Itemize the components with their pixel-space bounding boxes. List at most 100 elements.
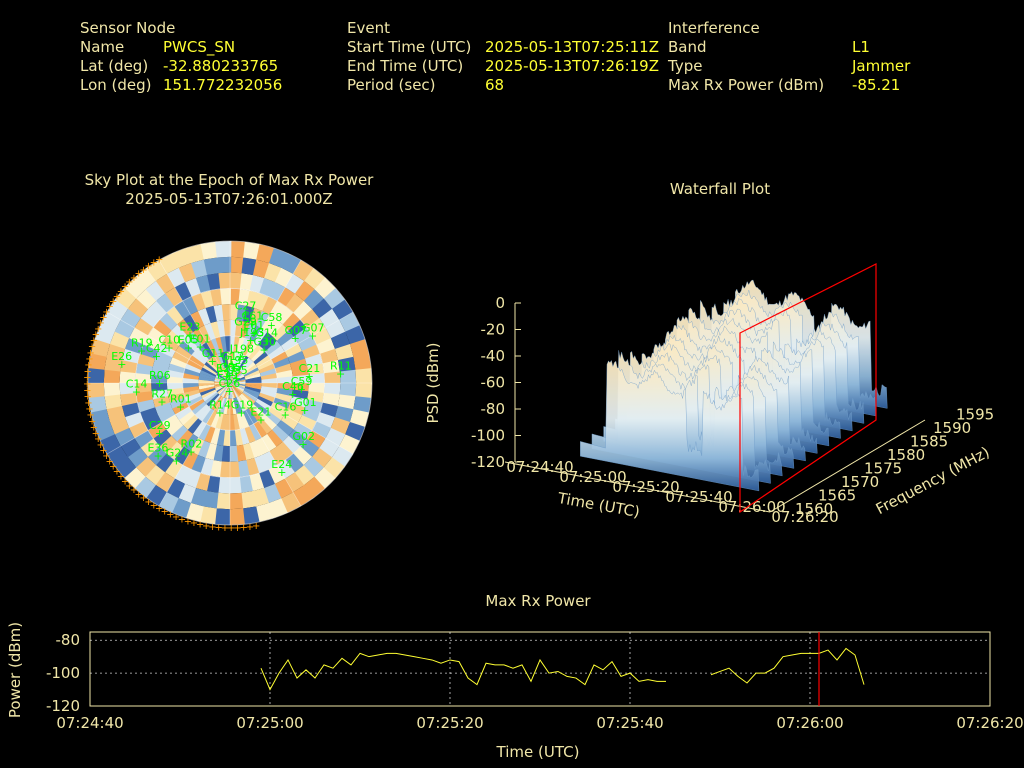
time-tick-label: 07:24:40 xyxy=(506,458,573,476)
heat-cell xyxy=(240,491,257,509)
heat-cell xyxy=(242,339,255,356)
heat-cell xyxy=(214,412,224,430)
satellite-marker: + xyxy=(256,413,265,426)
z-tick-label: -20 xyxy=(481,321,506,339)
heat-cell xyxy=(293,300,313,321)
satellite-marker: + xyxy=(246,334,255,347)
heat-cell xyxy=(172,350,190,364)
heat-cell xyxy=(161,335,180,352)
heat-cell xyxy=(190,310,205,329)
end-time-value: 2025-05-13T07:26:19Z xyxy=(485,57,659,75)
heat-cell xyxy=(197,406,212,422)
heat-cell xyxy=(202,490,219,509)
heat-cell xyxy=(159,435,178,454)
start-time-value: 2025-05-13T07:25:11Z xyxy=(485,38,659,56)
heat-cell xyxy=(182,296,199,315)
satellite-label: C27 xyxy=(235,300,257,313)
x-tick-label: 07:25:20 xyxy=(416,714,483,732)
heat-cell xyxy=(276,420,294,437)
plot-frame xyxy=(89,631,991,707)
heat-cell xyxy=(167,369,184,379)
heat-cell xyxy=(183,335,199,352)
heat-cell xyxy=(199,387,216,396)
heat-cell xyxy=(268,446,286,466)
heat-cell xyxy=(220,445,230,462)
end-time-label: End Time (UTC) xyxy=(347,57,464,75)
heat-cell xyxy=(189,437,205,456)
heat-cell xyxy=(166,305,185,325)
heat-cell xyxy=(175,406,192,421)
heat-cell xyxy=(338,356,356,373)
heat-cell xyxy=(152,428,172,447)
satellite-marker: + xyxy=(248,318,257,331)
heat-cell xyxy=(119,381,136,395)
satellite-label: C59 xyxy=(291,375,313,388)
azimuth-line xyxy=(229,382,302,507)
heat-cell xyxy=(339,383,357,398)
satellite-label: R02 xyxy=(181,437,203,450)
heat-cell xyxy=(231,351,237,368)
heat-cell xyxy=(268,345,285,360)
satellite-marker: + xyxy=(267,319,276,332)
horizon-mask-marker: + xyxy=(125,481,133,492)
heat-cell xyxy=(204,322,216,340)
heat-cell xyxy=(201,408,215,424)
heat-cell xyxy=(178,340,196,356)
azimuth-line xyxy=(229,311,354,384)
horizon-mask-marker: + xyxy=(96,318,104,329)
heat-cell xyxy=(246,290,261,309)
satellite-label: E01 xyxy=(243,319,264,332)
heat-cell xyxy=(195,274,212,293)
heat-cell xyxy=(218,383,230,395)
heat-cell xyxy=(230,376,246,383)
heat-cell xyxy=(240,359,254,373)
heat-cell xyxy=(245,384,262,390)
satellite-marker: + xyxy=(153,450,162,463)
satellite-marker: + xyxy=(155,377,164,390)
azimuth-line xyxy=(158,259,231,384)
heat-cell xyxy=(322,457,345,480)
horizon-mask-marker: + xyxy=(155,254,163,265)
heat-cell xyxy=(104,393,122,410)
satellite-label: G07 xyxy=(302,322,325,335)
horizon-mask-marker: + xyxy=(184,516,192,527)
frequency-tick-label: 1595 xyxy=(956,406,994,424)
satellite-marker: + xyxy=(297,383,306,396)
heat-cell xyxy=(248,440,263,459)
heat-cell xyxy=(176,429,193,447)
satellite-label: E24 xyxy=(271,458,292,471)
heat-cell xyxy=(189,354,205,368)
satellite-marker: + xyxy=(336,367,345,380)
z-tick-label: -100 xyxy=(471,427,505,445)
heat-cell xyxy=(335,343,354,362)
heat-cell xyxy=(104,355,123,372)
heat-cell xyxy=(137,352,156,367)
heat-cell xyxy=(324,371,341,385)
heat-cell xyxy=(353,396,372,414)
heat-cell xyxy=(145,484,167,506)
heat-cell xyxy=(219,461,230,478)
heat-cell xyxy=(140,308,161,328)
heat-cell xyxy=(229,430,237,447)
heat-cell xyxy=(292,374,309,384)
heat-cell xyxy=(217,477,230,494)
heat-cell xyxy=(182,372,200,380)
horizon-mask-marker: + xyxy=(125,277,133,288)
heat-cell xyxy=(288,429,307,448)
heat-cell xyxy=(164,459,183,479)
heat-cell xyxy=(345,325,366,346)
heat-cell xyxy=(253,328,268,345)
heat-cell xyxy=(230,383,243,394)
satellite-label: R14 xyxy=(209,399,231,412)
heat-cell xyxy=(242,390,258,402)
horizon-mask-marker: + xyxy=(150,258,158,269)
satellite-marker: + xyxy=(228,358,237,371)
heat-cell xyxy=(324,383,341,396)
satellite-label: E19 xyxy=(217,368,238,381)
satellite-label: C35 xyxy=(226,364,248,377)
heat-cell xyxy=(167,387,184,397)
y-tick-label: -120 xyxy=(46,697,80,715)
satellite-label: R19 xyxy=(131,337,153,350)
heat-cell xyxy=(88,394,107,413)
heat-cell xyxy=(258,363,276,374)
